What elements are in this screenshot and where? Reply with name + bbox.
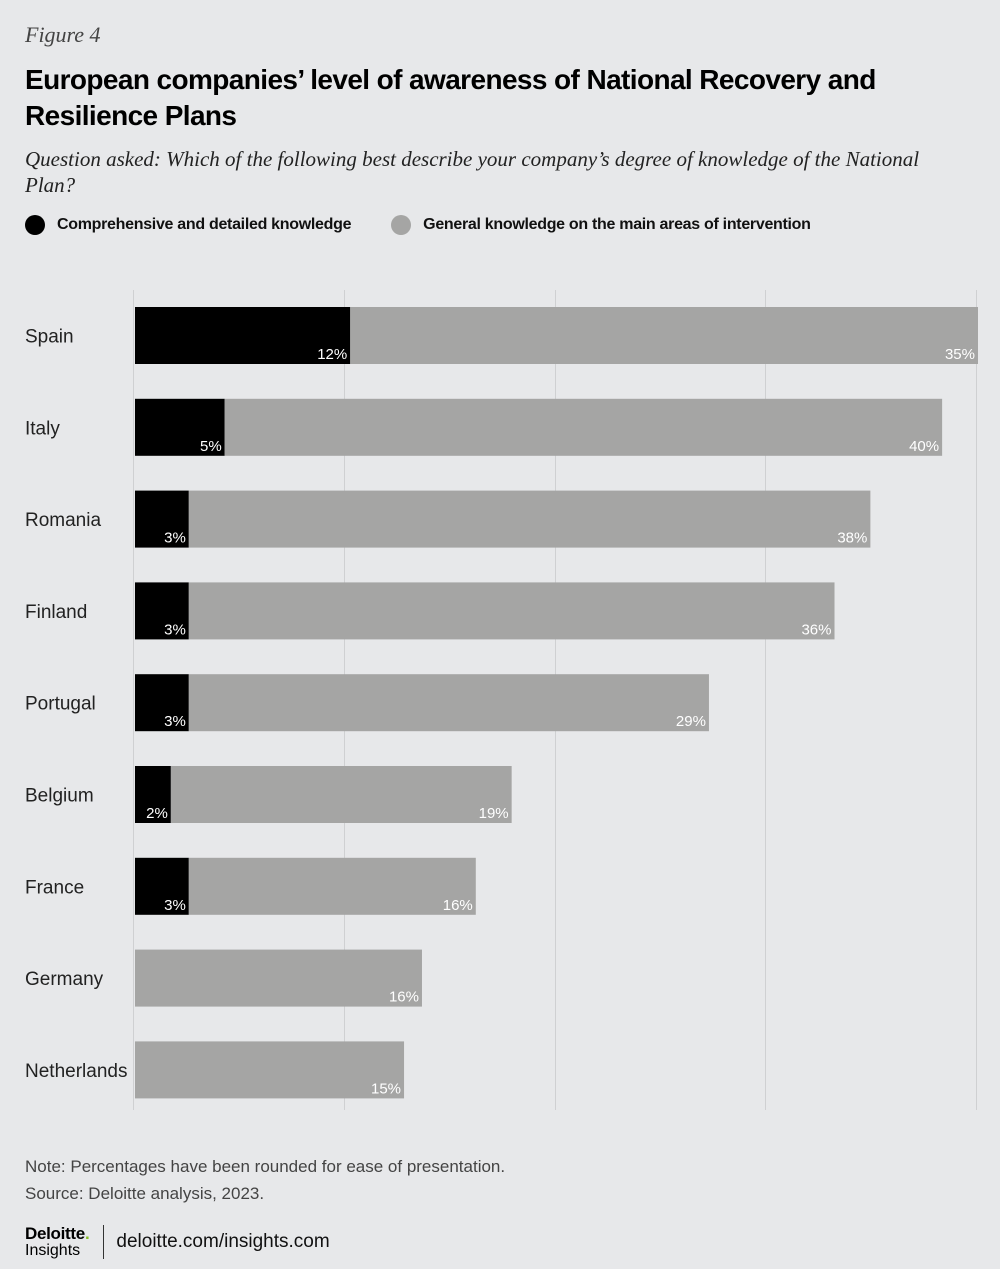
data-label-comprehensive-finland: 3% (164, 621, 186, 638)
category-label-spain: Spain (25, 327, 74, 348)
data-label-comprehensive-romania: 3% (164, 530, 186, 547)
bar-comprehensive-romania (135, 490, 189, 548)
bar-general-germany (135, 949, 422, 1007)
legend: Comprehensive and detailed knowledge Gen… (25, 215, 851, 235)
category-label-italy: Italy (25, 418, 60, 439)
chart-subtitle: Question asked: Which of the following b… (25, 147, 920, 197)
bar-general-spain (350, 307, 979, 364)
footer: Deloitte. Insights deloitte.com/insights… (25, 1225, 330, 1259)
category-label-netherlands: Netherlands (25, 1061, 127, 1082)
data-label-comprehensive-spain: 12% (317, 346, 347, 363)
legend-label-comprehensive: Comprehensive and detailed knowledge (57, 216, 352, 233)
bar-chart: Spain 12% 35% Italy 5% 40% Romania 3% 38% Finland… (25, 290, 979, 1110)
deloitte-insights-logo: Deloitte. Insights (25, 1224, 90, 1259)
brand-sub: Insights (25, 1242, 81, 1259)
bar-comprehensive-portugal (135, 674, 189, 732)
bar-general-netherlands (135, 1041, 405, 1099)
legend-swatch-comprehensive (25, 215, 45, 235)
data-label-general-netherlands: 15% (371, 1080, 401, 1097)
footer-divider (103, 1225, 105, 1259)
data-label-comprehensive-portugal: 3% (164, 713, 186, 730)
bar-comprehensive-italy (135, 398, 225, 456)
data-label-general-portugal: 29% (676, 713, 706, 730)
bar-general-portugal (188, 674, 709, 732)
data-label-general-finland: 36% (801, 621, 831, 638)
figure-label: Figure 4 (25, 22, 101, 47)
category-label-romania: Romania (25, 510, 101, 531)
data-label-general-spain: 35% (945, 346, 975, 363)
bar-comprehensive-spain (135, 307, 351, 364)
data-label-general-germany: 16% (389, 989, 419, 1006)
data-label-general-belgium: 19% (479, 805, 509, 822)
category-label-finland: Finland (25, 602, 87, 623)
data-label-general-romania: 38% (837, 530, 867, 547)
category-label-germany: Germany (25, 969, 104, 990)
bar-general-france (188, 857, 476, 915)
bar-comprehensive-france (135, 857, 189, 915)
legend-swatch-general (391, 215, 412, 235)
legend-item-general: General knowledge on the main areas of i… (391, 215, 811, 235)
data-label-comprehensive-belgium: 2% (146, 805, 168, 822)
legend-label-general: General knowledge on the main areas of i… (423, 216, 811, 233)
source-text: Source: Deloitte analysis, 2023. (25, 1184, 265, 1203)
brand-name: Deloitte (25, 1224, 85, 1243)
data-label-general-france: 16% (443, 897, 473, 914)
note-text: Note: Percentages have been rounded for … (25, 1157, 506, 1176)
bar-comprehensive-finland (135, 582, 189, 640)
bar-general-finland (188, 582, 835, 640)
chart-note: Note: Percentages have been rounded for … (25, 1153, 505, 1207)
category-label-france: France (25, 877, 84, 898)
bar-general-italy (224, 398, 943, 456)
bar-comprehensive-belgium (135, 766, 171, 823)
chart-title: European companies’ level of awareness o… (25, 64, 876, 131)
data-label-comprehensive-italy: 5% (200, 438, 222, 455)
brand-dot: . (84, 1224, 90, 1243)
footer-url[interactable]: deloitte.com/insights.com (116, 1231, 330, 1252)
data-label-comprehensive-france: 3% (164, 897, 186, 914)
legend-item-comprehensive: Comprehensive and detailed knowledge (25, 215, 351, 235)
category-label-portugal: Portugal (25, 694, 96, 715)
data-label-general-italy: 40% (909, 438, 939, 455)
bar-general-belgium (170, 766, 512, 823)
category-label-belgium: Belgium (25, 786, 94, 807)
bar-general-romania (188, 490, 871, 548)
